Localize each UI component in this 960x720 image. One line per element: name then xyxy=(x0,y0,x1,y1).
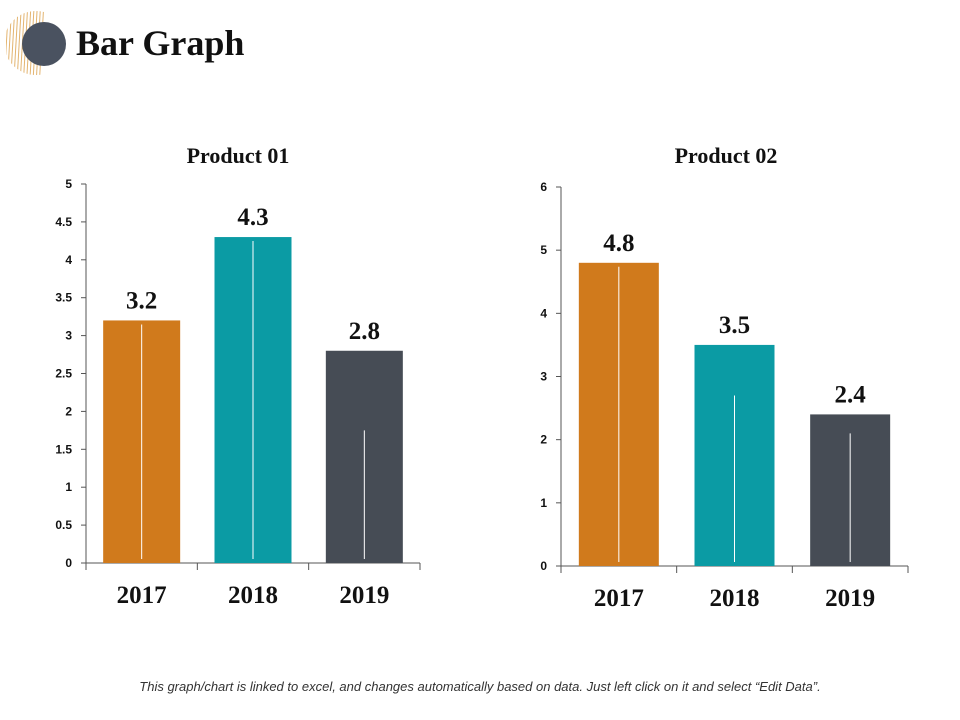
y-tick-label: 3.5 xyxy=(55,291,72,305)
logo-circle xyxy=(22,22,66,66)
x-tick-label: 2019 xyxy=(825,585,875,612)
y-tick-label: 5 xyxy=(65,177,72,191)
y-tick-label: 2 xyxy=(540,433,547,447)
x-tick-label: 2018 xyxy=(710,585,760,612)
y-tick-label: 3 xyxy=(540,370,547,384)
page-title: Bar Graph xyxy=(76,23,245,63)
y-tick-label: 5 xyxy=(540,243,547,257)
x-tick-label: 2017 xyxy=(594,585,644,612)
chart-product-2: Product 02 0 1 2 3 4 5 6 4.8 2017 3.5 2018 2.4 2019 xyxy=(540,143,909,612)
y-tick-label: 4 xyxy=(65,253,72,267)
x-tick-label: 2018 xyxy=(228,582,278,609)
y-tick-label: 4 xyxy=(540,306,547,320)
data-label: 3.2 xyxy=(126,287,157,314)
data-label: 2.4 xyxy=(835,381,867,408)
data-label: 3.5 xyxy=(719,312,750,339)
y-tick-label: 3 xyxy=(65,329,72,343)
y-tick-label: 1 xyxy=(540,496,547,510)
y-tick-label: 1.5 xyxy=(55,442,72,456)
x-tick-label: 2019 xyxy=(339,582,389,609)
footnote: This graph/chart is linked to excel, and… xyxy=(139,679,821,694)
y-tick-label: 0 xyxy=(540,559,547,573)
y-tick-label: 1 xyxy=(65,480,72,494)
y-tick-label: 4.5 xyxy=(55,215,72,229)
y-tick-label: 0 xyxy=(65,556,72,570)
y-tick-label: 0.5 xyxy=(55,518,72,532)
logo-stripe xyxy=(16,11,22,75)
chart-title: Product 01 xyxy=(187,143,290,168)
y-tick-label: 6 xyxy=(540,180,547,194)
y-tick-label: 2 xyxy=(65,404,72,418)
data-label: 2.8 xyxy=(349,318,380,345)
y-tick-label: 2.5 xyxy=(55,367,72,381)
logo-stripe xyxy=(13,11,19,75)
data-label: 4.8 xyxy=(603,230,634,257)
x-tick-label: 2017 xyxy=(117,582,167,609)
decorative-circle-icon xyxy=(6,11,66,75)
data-label: 4.3 xyxy=(237,204,268,231)
chart-product-1: Product 01 0 0.5 1 1.5 2 2.5 3 3.5 4 4.5 5 3.2 2017 4.… xyxy=(55,143,421,609)
chart-title: Product 02 xyxy=(675,143,778,168)
